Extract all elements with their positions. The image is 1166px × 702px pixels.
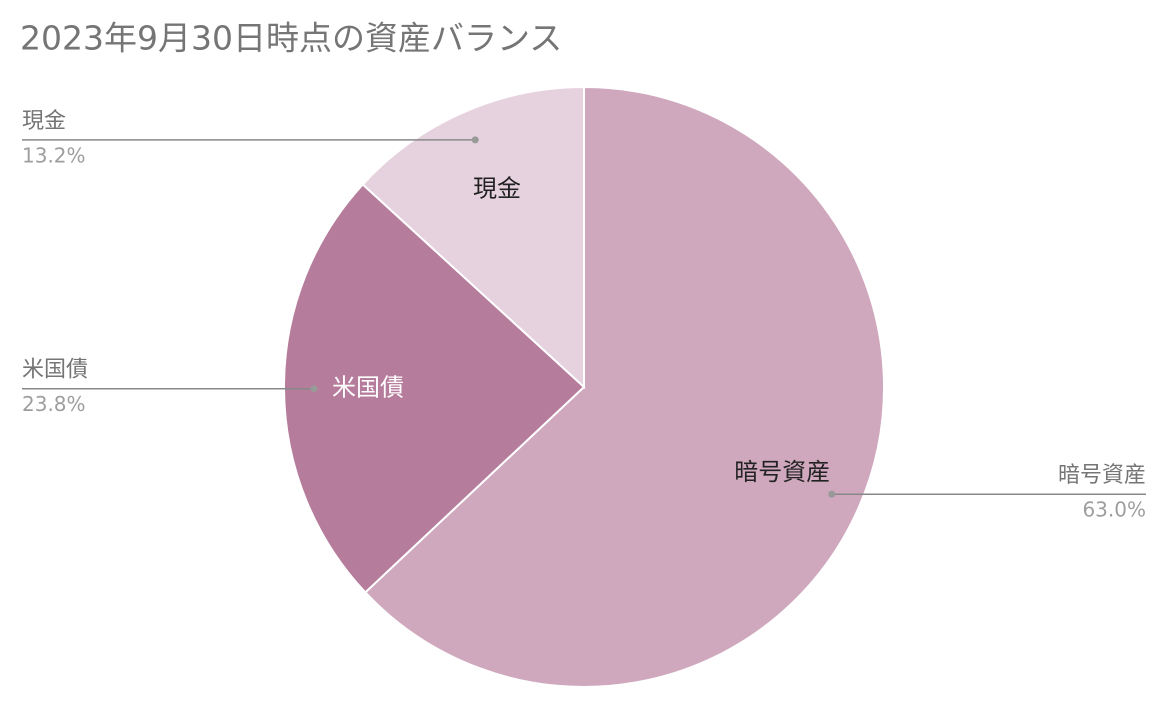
value-label: 13.2% (22, 143, 86, 167)
leader-dot (310, 385, 318, 393)
leader-dot (471, 136, 479, 144)
value-label: 63.0% (1082, 498, 1146, 522)
slice-label: 米国債 (332, 373, 404, 401)
pie-slice (361, 85, 585, 390)
value-label: 23.8% (22, 392, 86, 416)
chart-title: 2023年9月30日時点の資産バランス (20, 19, 562, 58)
legend-label: 暗号資産 (1058, 463, 1146, 488)
slice-label: 現金 (473, 174, 521, 202)
leader-dot (828, 490, 836, 498)
slice-label: 暗号資産 (734, 458, 830, 486)
pie-slice (363, 85, 885, 688)
legend-label: 米国債 (22, 358, 88, 383)
legend-label: 現金 (22, 109, 66, 134)
